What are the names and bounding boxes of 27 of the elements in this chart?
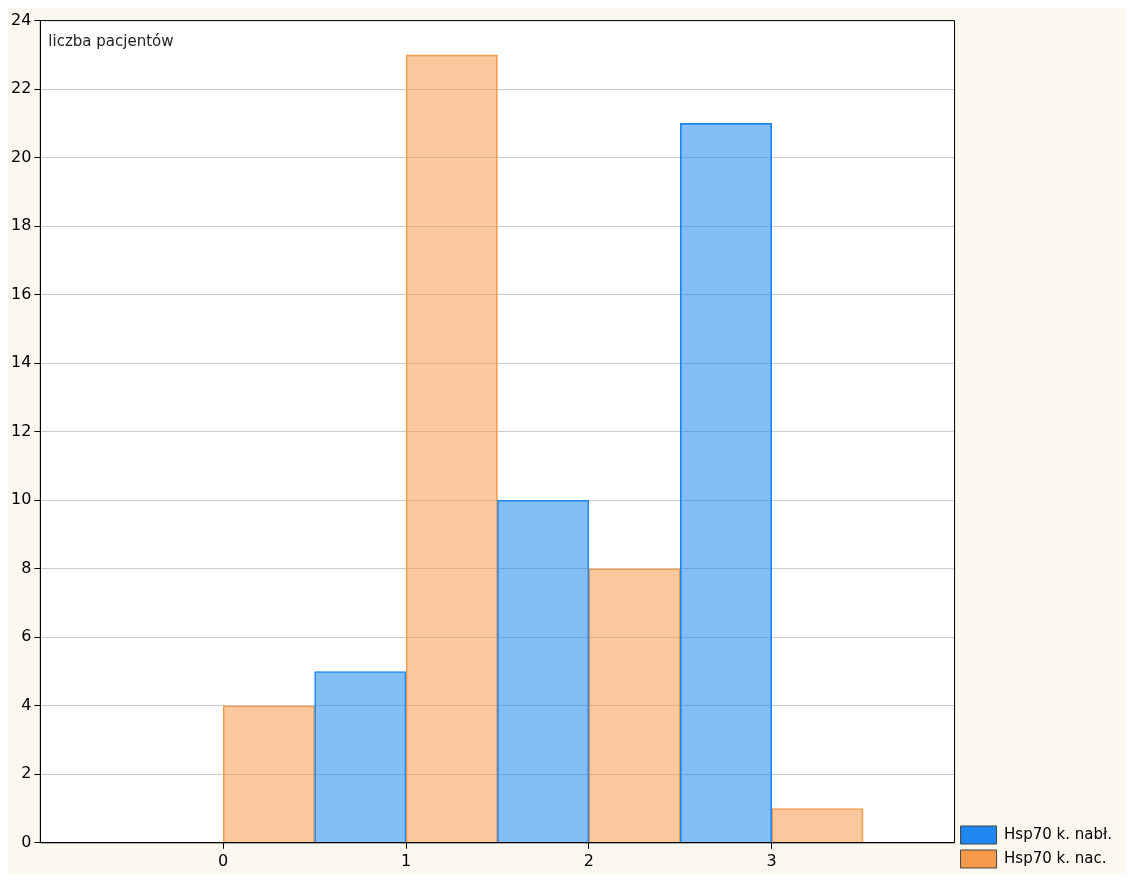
y-tick-label: 20	[11, 146, 32, 166]
bar	[314, 671, 407, 843]
legend-label: Hsp70 k. nac.	[1004, 848, 1107, 867]
bar	[222, 705, 315, 843]
y-tick-label: 18	[11, 215, 32, 235]
bar	[679, 123, 773, 843]
bar	[588, 568, 681, 843]
x-tick-label: 2	[583, 850, 594, 870]
y-tick-label: 12	[11, 420, 32, 440]
y-tick-label: 10	[11, 489, 32, 509]
x-tick-label: 0	[218, 850, 229, 870]
y-tick-label: 2	[21, 763, 32, 783]
y-tick-label: 8	[21, 557, 32, 577]
bar	[771, 808, 864, 843]
y-tick-label: 22	[11, 78, 32, 98]
y-tick-label: 24	[11, 9, 32, 29]
x-tick-label: 3	[766, 850, 777, 870]
y-tick-label: 4	[21, 694, 32, 714]
y-tick-label: 6	[21, 626, 32, 646]
y-tick-label: 0	[21, 831, 32, 851]
y-tick-label: 16	[11, 283, 32, 303]
y-axis-title: liczba pacjentów	[48, 31, 174, 50]
bar	[497, 499, 590, 843]
x-tick-label: 1	[400, 850, 412, 870]
legend-label: Hsp70 k. nabł.	[1004, 824, 1113, 843]
y-tick-label: 14	[11, 352, 32, 372]
bar	[405, 54, 498, 843]
